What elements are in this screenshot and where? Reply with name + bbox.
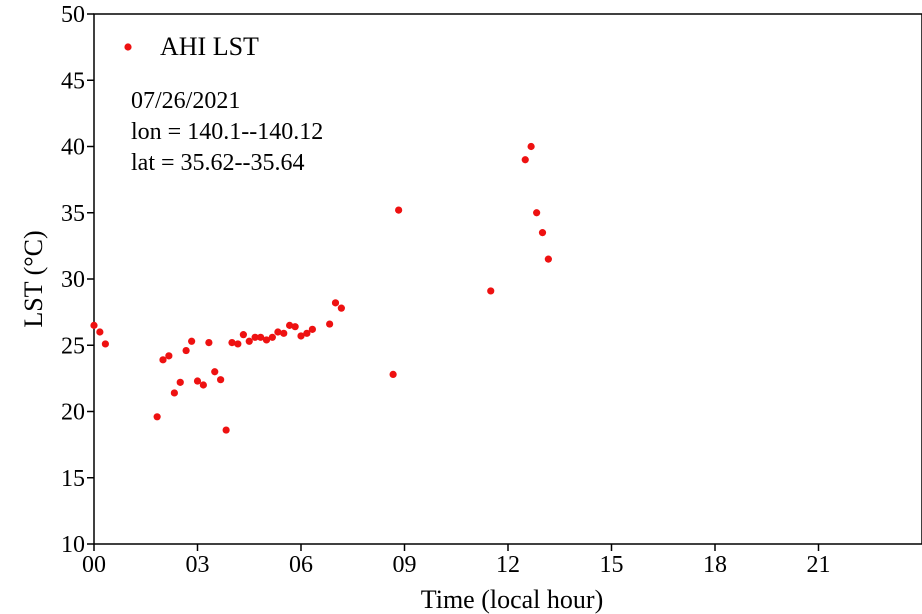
data-point <box>297 332 305 340</box>
data-point <box>153 413 161 421</box>
x-tick-label: 03 <box>186 552 210 578</box>
y-tick-label: 15 <box>61 466 85 492</box>
data-point <box>245 337 253 345</box>
data-point <box>101 340 109 348</box>
x-tick-label: 18 <box>703 552 727 578</box>
annotation-date: 07/26/2021 <box>131 88 240 114</box>
data-point <box>159 356 167 364</box>
data-point <box>521 156 529 164</box>
y-tick-label: 20 <box>61 400 85 426</box>
y-tick-label: 35 <box>61 201 85 227</box>
data-point <box>170 389 178 397</box>
data-point <box>533 209 541 217</box>
data-point <box>262 336 271 344</box>
data-point <box>228 339 236 347</box>
data-point <box>286 321 294 329</box>
y-tick-label: 10 <box>61 532 85 558</box>
data-point <box>308 325 316 333</box>
data-point <box>251 333 259 341</box>
data-point <box>280 329 288 337</box>
data-point <box>274 328 282 336</box>
data-point <box>527 142 535 151</box>
data-point <box>193 377 202 385</box>
data-point <box>257 333 265 341</box>
data-point <box>199 381 207 389</box>
legend: AHI LST <box>124 32 259 61</box>
data-point <box>165 352 173 360</box>
x-tick-label: 09 <box>393 552 417 578</box>
data-points <box>90 142 552 434</box>
data-point <box>337 304 345 312</box>
y-tick-label: 50 <box>61 2 85 28</box>
x-axis: 00 03 06 09 12 15 18 21 <box>82 544 831 578</box>
y-axis-title: LST (°C) <box>19 230 48 327</box>
x-tick-label: 21 <box>807 552 831 578</box>
y-tick-label: 45 <box>61 68 85 94</box>
data-point <box>303 329 311 337</box>
data-point <box>222 426 230 434</box>
data-point <box>538 229 547 237</box>
legend-label: AHI LST <box>160 32 259 61</box>
data-point <box>326 320 334 328</box>
data-point <box>487 287 495 295</box>
x-tick-label: 06 <box>289 552 313 578</box>
data-point <box>544 255 552 263</box>
data-point <box>211 368 219 376</box>
annotation-block: 07/26/2021 lon = 140.1--140.12 lat = 35.… <box>131 88 323 176</box>
data-point <box>331 299 340 307</box>
x-axis-title: Time (local hour) <box>421 585 603 614</box>
data-point <box>182 346 190 355</box>
data-point <box>395 206 403 214</box>
x-tick-label: 15 <box>600 552 624 578</box>
data-point <box>291 323 299 331</box>
y-axis: 10 15 20 25 30 35 40 45 50 <box>61 2 94 558</box>
data-point <box>176 378 184 386</box>
data-point <box>389 370 397 378</box>
data-point <box>188 337 196 345</box>
data-point <box>268 333 276 341</box>
annotation-lat: lat = 35.62--35.64 <box>131 150 305 176</box>
data-point <box>205 339 213 347</box>
x-tick-label: 00 <box>82 552 106 578</box>
data-point <box>96 328 104 336</box>
y-tick-label: 40 <box>61 135 85 161</box>
data-point <box>239 331 247 339</box>
y-tick-label: 30 <box>61 267 85 293</box>
data-point <box>90 321 98 329</box>
y-tick-label: 25 <box>61 333 85 359</box>
x-tick-label: 12 <box>496 552 520 578</box>
annotation-lon: lon = 140.1--140.12 <box>131 119 323 145</box>
data-point <box>234 340 242 348</box>
legend-marker <box>124 43 132 51</box>
data-point <box>217 376 225 384</box>
